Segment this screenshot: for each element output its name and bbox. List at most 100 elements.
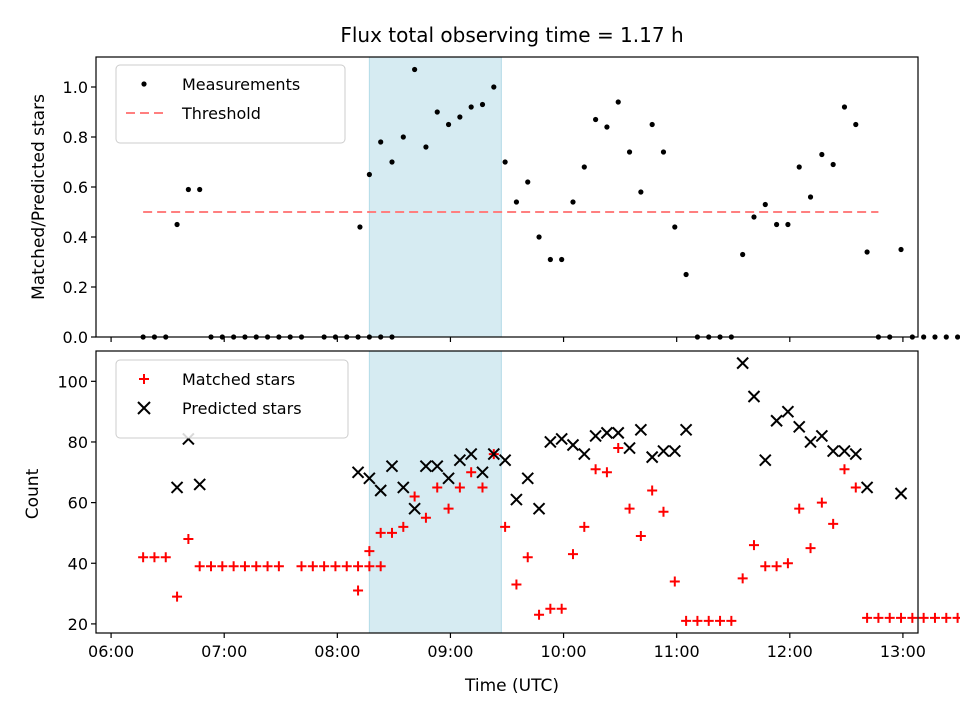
data-point-measurements xyxy=(197,186,203,193)
data-point-measurements xyxy=(649,121,655,128)
data-point-matched-stars xyxy=(850,482,861,493)
data-point-matched-stars xyxy=(511,579,522,590)
data-point-matched-stars xyxy=(635,530,646,541)
data-point-matched-stars xyxy=(160,552,171,563)
data-point-predicted-stars xyxy=(487,447,501,461)
data-point-predicted-stars xyxy=(894,487,908,500)
data-point-matched-stars xyxy=(907,612,918,623)
data-point-measurements xyxy=(502,159,508,165)
data-point-predicted-stars xyxy=(374,484,387,497)
data-point-measurements xyxy=(604,124,610,130)
top-panel: 0.0 0.2 0.4 0.6 0.8 1.0 Measurements Threshold xyxy=(63,56,960,347)
data-point-matched-stars xyxy=(590,464,601,475)
data-point-matched-stars xyxy=(703,615,714,626)
legend-box xyxy=(115,64,346,144)
data-point-matched-stars xyxy=(929,612,940,623)
y-tick-label: 80 xyxy=(68,433,88,452)
data-point-matched-stars xyxy=(862,612,873,623)
data-point-predicted-stars xyxy=(860,481,874,494)
legend-label: Matched stars xyxy=(182,370,295,389)
x-tick-label: 07:00 xyxy=(201,642,247,661)
data-point-measurements xyxy=(626,149,633,155)
data-point-matched-stars xyxy=(172,591,183,602)
data-point-predicted-stars xyxy=(589,429,602,443)
x-tick-label: 12:00 xyxy=(767,642,813,661)
data-point-matched-stars xyxy=(375,561,386,572)
data-point-matched-stars xyxy=(624,503,635,514)
shaded-interval xyxy=(368,350,502,634)
data-point-predicted-stars xyxy=(408,502,421,515)
data-point-measurements xyxy=(796,164,802,170)
data-point-matched-stars xyxy=(839,464,850,475)
data-point-measurements xyxy=(513,199,520,205)
data-point-predicted-stars xyxy=(634,423,648,437)
data-point-predicted-stars xyxy=(838,444,851,458)
data-point-predicted-stars xyxy=(442,472,455,485)
data-point-predicted-stars xyxy=(544,435,557,449)
data-point-matched-stars xyxy=(726,615,737,626)
data-point-matched-stars xyxy=(658,506,669,517)
data-point-measurements xyxy=(174,221,180,228)
data-point-matched-stars xyxy=(251,561,262,572)
x-tick-label: 11:00 xyxy=(654,642,700,661)
x-axis-label: Time (UTC) xyxy=(464,676,559,696)
data-point-matched-stars xyxy=(500,521,511,532)
data-point-matched-stars xyxy=(828,518,839,529)
x-tick-label: 09:00 xyxy=(427,642,473,661)
data-point-predicted-stars xyxy=(679,423,693,437)
data-point-measurements xyxy=(445,121,452,128)
data-point-matched-stars xyxy=(138,552,149,563)
y-tick-label: 1.0 xyxy=(63,78,88,97)
data-point-matched-stars xyxy=(364,561,375,572)
x-tick-label: 06:00 xyxy=(88,642,134,661)
y-tick-label: 0.0 xyxy=(63,328,88,347)
data-point-matched-stars xyxy=(228,561,239,572)
data-point-measurements xyxy=(479,101,486,108)
data-point-matched-stars xyxy=(737,573,748,584)
data-point-measurements xyxy=(615,99,621,105)
data-point-predicted-stars xyxy=(793,420,806,434)
data-point-measurements xyxy=(932,334,938,340)
data-point-matched-stars xyxy=(952,612,960,623)
data-point-matched-stars xyxy=(454,482,465,493)
y-tick-label: 60 xyxy=(68,494,88,513)
data-point-matched-stars xyxy=(273,561,284,572)
data-point-matched-stars xyxy=(307,561,318,572)
data-point-matched-stars xyxy=(647,485,658,496)
legend-box xyxy=(115,359,349,439)
data-point-measurements xyxy=(389,159,395,165)
data-point-measurements xyxy=(841,104,848,110)
data-point-measurements xyxy=(570,199,576,205)
data-point-matched-stars xyxy=(353,561,364,572)
data-point-matched-stars xyxy=(353,585,364,596)
data-point-predicted-stars xyxy=(668,444,682,458)
data-point-matched-stars xyxy=(341,561,352,572)
data-point-matched-stars xyxy=(206,561,217,572)
data-point-predicted-stars xyxy=(170,481,184,494)
data-point-matched-stars xyxy=(941,612,952,623)
data-point-matched-stars xyxy=(183,534,194,544)
data-point-measurements xyxy=(378,139,384,145)
data-point-matched-stars xyxy=(386,527,397,538)
data-point-predicted-stars xyxy=(566,438,580,452)
data-point-measurements xyxy=(954,334,960,340)
data-point-matched-stars xyxy=(760,561,771,572)
data-point-predicted-stars xyxy=(555,432,568,446)
data-point-measurements xyxy=(559,256,565,263)
y-tick-label: 40 xyxy=(68,554,88,573)
bottom-y-axis-label: Count xyxy=(23,468,43,519)
data-point-measurements xyxy=(751,214,757,220)
data-point-predicted-stars xyxy=(532,502,546,515)
data-point-measurements xyxy=(457,114,463,120)
data-point-measurements xyxy=(491,84,497,90)
data-point-predicted-stars xyxy=(464,447,478,461)
data-point-matched-stars xyxy=(262,561,273,572)
data-point-measurements xyxy=(660,149,667,155)
data-point-matched-stars xyxy=(398,521,409,532)
data-point-predicted-stars xyxy=(736,356,749,370)
data-point-predicted-stars xyxy=(453,453,467,467)
data-point-matched-stars xyxy=(330,561,341,572)
data-point-measurements xyxy=(672,224,678,230)
data-point-predicted-stars xyxy=(804,435,817,449)
